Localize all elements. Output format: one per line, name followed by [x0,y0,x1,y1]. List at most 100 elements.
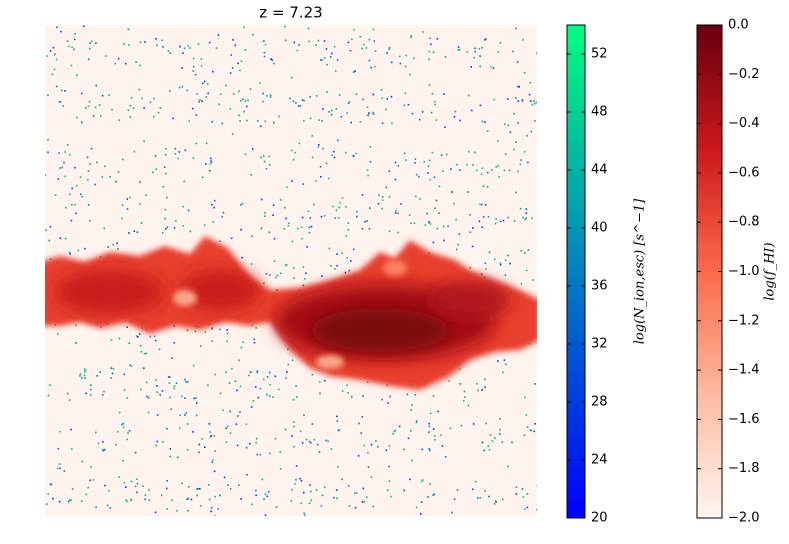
source-dot [239,120,241,122]
source-dot [302,183,304,185]
source-dot [133,150,136,153]
source-dot [336,420,339,422]
source-dot [404,92,407,95]
source-dot [403,489,406,492]
source-dot [337,139,339,142]
source-dot [495,218,497,220]
source-dot [156,385,158,387]
source-dot [287,363,290,366]
source-dot [299,477,301,480]
ionized-region [45,236,537,390]
source-dot [128,232,130,234]
source-dot [243,26,245,29]
source-dot [227,484,229,486]
source-dot [350,395,353,398]
source-dot [301,442,304,444]
source-dot [158,348,161,351]
source-dot [466,51,469,53]
source-dot [513,112,515,115]
source-dot [507,124,510,127]
source-dot [223,476,226,479]
source-dot [336,415,338,418]
source-dot [474,480,477,483]
source-dot [169,52,171,55]
source-dot [142,485,144,487]
source-dot [66,144,69,146]
source-dot [61,89,63,92]
source-dot [533,430,535,433]
source-dot [317,443,319,446]
source-dot [59,467,61,470]
source-dot [255,327,258,329]
source-dot [137,336,139,338]
source-dot [499,263,502,266]
source-dot [48,239,50,242]
source-dot [368,59,371,62]
source-dot [310,225,313,228]
source-dot [295,465,298,467]
source-dot [469,231,472,233]
source-dot [444,456,447,458]
source-dot [219,93,222,95]
source-dot [392,433,394,435]
source-dot [511,441,513,444]
source-dot [322,147,324,150]
source-dot [244,153,247,156]
source-dot [334,70,337,72]
source-dot [59,237,62,239]
source-dot [261,478,264,481]
source-dot [64,237,67,240]
source-dot [211,327,213,330]
source-dot [103,227,106,230]
source-dot [502,498,504,501]
source-dot [381,122,384,124]
source-dot [407,103,410,106]
tick-label: −0.8 [728,215,760,230]
source-dot [518,86,520,88]
source-dot [177,157,179,160]
source-dot [110,367,113,369]
source-dot [285,377,287,379]
source-dot [377,445,379,448]
source-dot [323,57,326,59]
source-dot [388,465,390,468]
source-dot [109,507,111,509]
source-dot [321,275,323,277]
source-dot [243,110,245,113]
source-dot [361,501,364,503]
source-dot [427,165,430,168]
source-dot [309,217,312,219]
source-dot [512,50,514,53]
source-dot [130,96,133,99]
source-dot [337,466,339,468]
source-dot [348,101,351,103]
source-dot [210,435,212,437]
source-dot [517,122,519,124]
source-dot [481,120,484,123]
source-dot [139,203,141,205]
source-dot [484,378,486,381]
source-dot [336,253,338,255]
source-dot [434,207,436,209]
source-dot [427,496,429,498]
source-dot [480,273,483,275]
source-dot [264,212,266,214]
source-dot [469,266,472,269]
source-dot [110,339,113,341]
source-dot [291,435,293,437]
source-dot [198,100,200,103]
source-dot [70,64,73,67]
source-dot [187,209,190,212]
source-dot [430,111,433,114]
source-dot [171,499,173,502]
source-dot [385,186,388,189]
source-dot [352,248,355,251]
source-dot [55,58,58,61]
source-dot [318,119,320,121]
source-dot [49,384,51,386]
source-dot [485,422,487,425]
source-dot [410,409,412,411]
source-dot [165,228,167,230]
source-dot [145,352,147,355]
source-dot [285,217,287,220]
